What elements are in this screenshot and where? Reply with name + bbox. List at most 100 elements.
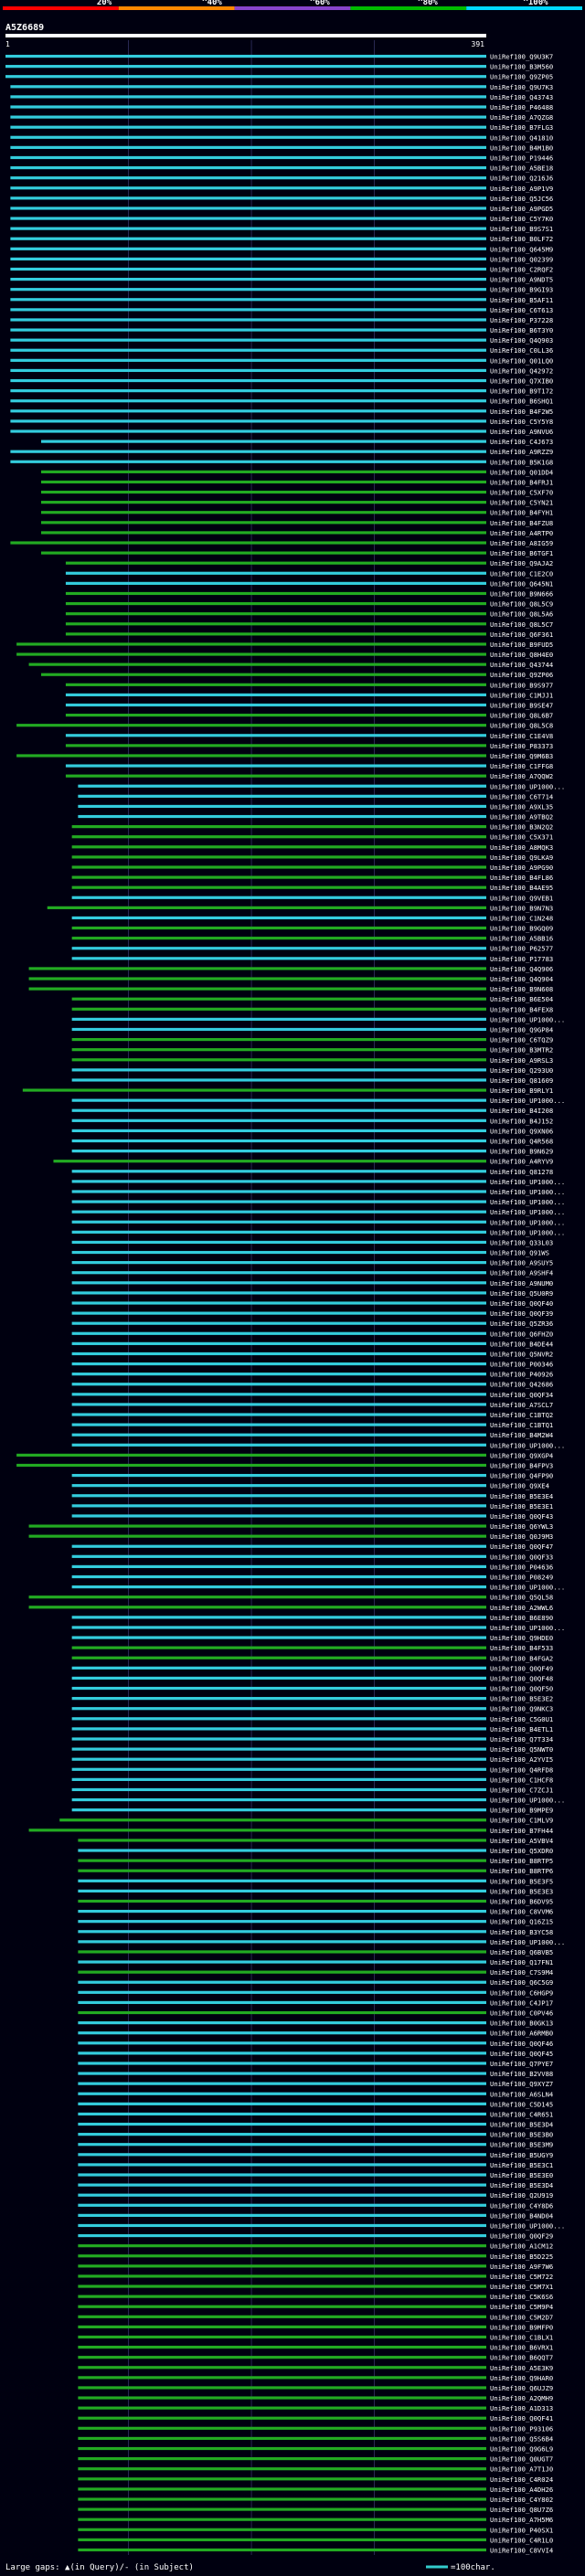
hit-row[interactable]: UniRef100_B4DE44	[71, 1340, 554, 1348]
hit-label[interactable]: UniRef100_Q5XDR0	[490, 1847, 553, 1855]
hit-row[interactable]: UniRef100_B4AE95	[71, 884, 554, 892]
hit-row[interactable]: UniRef100_B4F2W5	[10, 408, 553, 416]
hit-label[interactable]: UniRef100_Q5QL58	[490, 1594, 553, 1602]
hit-bar[interactable]	[78, 1909, 486, 1913]
hit-label[interactable]: UniRef100_Q81609	[490, 1076, 553, 1085]
hit-row[interactable]: UniRef100_B4ND04	[78, 2211, 553, 2220]
hit-row[interactable]: UniRef100_Q4Q906	[28, 965, 554, 973]
hit-row[interactable]: UniRef100_Q6UJZ9	[78, 2384, 553, 2392]
hit-row[interactable]: UniRef100_B9FUD5	[16, 641, 553, 649]
hit-label[interactable]: UniRef100_B4M2W4	[490, 1431, 553, 1439]
hit-row[interactable]: UniRef100_A9F7W6	[78, 2263, 553, 2271]
hit-row[interactable]: UniRef100_C4Y8D6	[78, 2201, 553, 2210]
hit-bar[interactable]	[10, 358, 486, 362]
hit-row[interactable]: UniRef100_B6E890	[71, 1614, 554, 1622]
hit-bar[interactable]	[78, 2528, 486, 2531]
hit-label[interactable]: UniRef100_C1HCF8	[490, 1776, 553, 1784]
hit-bar[interactable]	[10, 298, 486, 302]
hit-bar[interactable]	[78, 2173, 486, 2177]
hit-row[interactable]: UniRef100_Q9VEB1	[71, 894, 554, 902]
hit-bar[interactable]	[10, 227, 486, 230]
hit-label[interactable]: UniRef100_UP1000...	[490, 1188, 565, 1196]
hit-label[interactable]: UniRef100_Q8U7Z6	[490, 2506, 553, 2514]
hit-bar[interactable]	[10, 328, 486, 332]
hit-row[interactable]: UniRef100_UP1000...	[78, 782, 565, 790]
hit-label[interactable]: UniRef100_A8MQK3	[490, 843, 553, 852]
hit-bar[interactable]	[71, 1666, 486, 1670]
hit-bar[interactable]	[78, 1980, 486, 1984]
hit-label[interactable]: UniRef100_A9NDT5	[490, 276, 553, 284]
hit-row[interactable]: UniRef100_UP1000...	[71, 1198, 566, 1206]
hit-bar[interactable]	[41, 531, 486, 535]
hit-bar[interactable]	[78, 2467, 486, 2471]
hit-row[interactable]: UniRef100_Q9U3K7	[5, 53, 553, 61]
hit-row[interactable]: UniRef100_A7QQW2	[65, 772, 553, 780]
hit-label[interactable]: UniRef100_B7FH44	[490, 1827, 553, 1835]
hit-label[interactable]: UniRef100_B9S7S1	[490, 225, 553, 233]
hit-label[interactable]: UniRef100_B4FRJ1	[490, 478, 553, 486]
hit-bar[interactable]	[65, 744, 487, 747]
hit-label[interactable]: UniRef100_B3MTR2	[490, 1046, 553, 1055]
hit-bar[interactable]	[78, 1940, 486, 1944]
hit-bar[interactable]	[71, 1707, 486, 1711]
hit-label[interactable]: UniRef100_P04636	[490, 1563, 553, 1571]
hit-label[interactable]: UniRef100_Q02399	[490, 255, 553, 263]
hit-row[interactable]: UniRef100_Q5JC56	[10, 195, 553, 203]
hit-row[interactable]: UniRef100_B6SHQ1	[10, 398, 553, 406]
hit-bar[interactable]	[78, 2548, 486, 2552]
hit-bar[interactable]	[78, 2122, 486, 2126]
hit-row[interactable]: UniRef100_UP1000...	[71, 1015, 566, 1023]
hit-label[interactable]: UniRef100_Q9ZP05	[490, 73, 553, 81]
hit-row[interactable]: UniRef100_B9N629	[71, 1148, 554, 1156]
hit-bar[interactable]	[71, 1697, 486, 1701]
hit-row[interactable]: UniRef100_B5AF11	[10, 296, 553, 304]
hit-bar[interactable]	[71, 1139, 486, 1143]
hit-label[interactable]: UniRef100_B5E3D4	[490, 2181, 553, 2189]
hit-label[interactable]: UniRef100_UP1000...	[490, 1938, 565, 1946]
hit-bar[interactable]	[10, 135, 486, 139]
hit-row[interactable]: UniRef100_B9MFP0	[78, 2323, 553, 2331]
hit-bar[interactable]	[10, 176, 486, 180]
hit-bar[interactable]	[41, 490, 486, 494]
hit-bar[interactable]	[71, 896, 486, 899]
hit-row[interactable]: UniRef100_B5D225	[78, 2253, 553, 2261]
hit-label[interactable]: UniRef100_A6RMB0	[490, 2030, 553, 2038]
hit-label[interactable]: UniRef100_Q91WS	[490, 1249, 549, 1257]
hit-label[interactable]: UniRef100_Q42972	[490, 366, 553, 375]
hit-bar[interactable]	[71, 1554, 486, 1558]
hit-row[interactable]: UniRef100_Q0QF50	[71, 1685, 554, 1693]
hit-bar[interactable]	[71, 1027, 486, 1032]
hit-bar[interactable]	[71, 997, 486, 1001]
hit-bar[interactable]	[71, 1261, 486, 1265]
hit-label[interactable]: UniRef100_A7QZG8	[490, 113, 553, 122]
hit-row[interactable]: UniRef100_Q9XE4	[71, 1482, 549, 1490]
hit-label[interactable]: UniRef100_Q0QF39	[490, 1309, 553, 1318]
hit-bar[interactable]	[71, 926, 486, 930]
hit-label[interactable]: UniRef100_C5Y5Y8	[490, 418, 553, 426]
hit-bar[interactable]	[71, 916, 486, 920]
hit-label[interactable]: UniRef100_B5E3C1	[490, 2161, 553, 2169]
hit-row[interactable]: UniRef100_Q0QF45	[78, 2050, 553, 2058]
hit-label[interactable]: UniRef100_B4J152	[490, 1117, 553, 1125]
hit-bar[interactable]	[71, 1037, 486, 1042]
hit-bar[interactable]	[71, 1078, 486, 1082]
hit-row[interactable]: UniRef100_B9SE47	[65, 702, 553, 710]
hit-row[interactable]: UniRef100_A9SUY5	[71, 1259, 554, 1267]
hit-label[interactable]: UniRef100_C4Y8D6	[490, 2201, 553, 2210]
hit-row[interactable]: UniRef100_A6SLN4	[78, 2090, 553, 2098]
hit-label[interactable]: UniRef100_Q4Q903	[490, 336, 553, 345]
hit-bar[interactable]	[71, 1311, 486, 1315]
hit-bar[interactable]	[10, 409, 486, 413]
hit-row[interactable]: UniRef100_Q42972	[10, 366, 553, 375]
hit-row[interactable]: UniRef100_C5X371	[71, 833, 554, 842]
hit-row[interactable]: UniRef100_B5E3M9	[78, 2141, 553, 2149]
hit-bar[interactable]	[41, 470, 486, 473]
hit-bar[interactable]	[78, 2305, 486, 2308]
hit-label[interactable]: UniRef100_Q293U0	[490, 1066, 553, 1075]
hit-row[interactable]: UniRef100_Q9G6L9	[78, 2445, 553, 2454]
hit-bar[interactable]	[71, 1473, 486, 1478]
hit-bar[interactable]	[10, 308, 486, 312]
hit-row[interactable]: UniRef100_Q43743	[10, 93, 553, 101]
hit-bar[interactable]	[10, 155, 486, 160]
hit-label[interactable]: UniRef100_Q4R568	[490, 1138, 553, 1146]
